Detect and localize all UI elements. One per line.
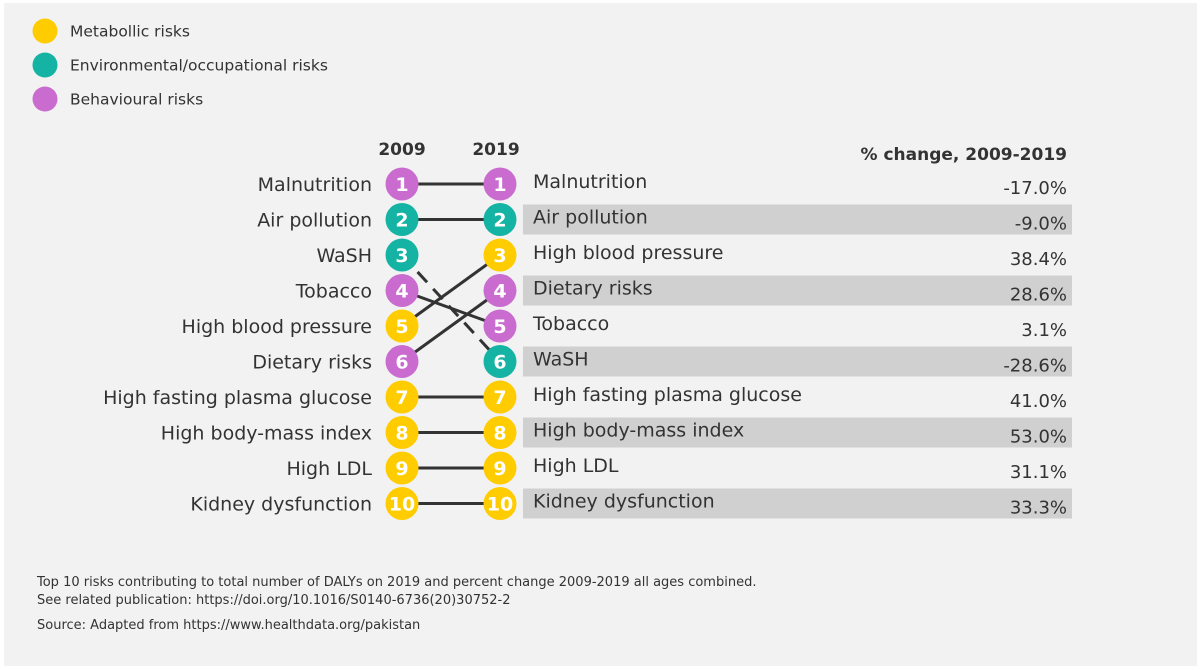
rank-badge-2019 xyxy=(483,487,517,520)
change-value: 38.4% xyxy=(1010,249,1067,270)
change-value: 33.3% xyxy=(1010,498,1067,519)
label-2009: Kidney dysfunction xyxy=(190,494,372,516)
rank-badge-2009 xyxy=(385,451,419,485)
rank-number-2019: 3 xyxy=(493,245,506,267)
label-2009: WaSH xyxy=(316,245,372,267)
rank-number-2019: 1 xyxy=(493,174,506,196)
rank-badge-2019 xyxy=(483,274,517,307)
rank-badge-2009 xyxy=(385,203,419,236)
rank-number-2009: 7 xyxy=(395,387,408,409)
change-value: -9.0% xyxy=(1015,214,1067,235)
legend-label-metabolic: Metabollic risks xyxy=(70,23,190,41)
chart-frame: Metabollic risks Environmental/occupation… xyxy=(4,3,1197,666)
label-2009: Tobacco xyxy=(295,281,372,303)
label-2009: High blood pressure xyxy=(182,316,372,338)
rank-number-2019: 6 xyxy=(493,352,506,374)
change-value: 53.0% xyxy=(1010,427,1067,448)
rank-connector-line xyxy=(400,253,502,363)
label-2019: Air pollution xyxy=(533,207,648,229)
row-background xyxy=(523,204,1072,235)
label-2009: Dietary risks xyxy=(252,352,372,374)
rank-number-2009: 1 xyxy=(395,174,408,196)
rank-number-2009: 5 xyxy=(395,316,408,338)
legend-label-environmental: Environmental/occupational risks xyxy=(70,57,328,75)
rank-number-2019: 10 xyxy=(487,494,513,516)
label-2009: Malnutrition xyxy=(258,174,372,196)
label-2019: High body-mass index xyxy=(533,420,744,442)
legend-label-behavioural: Behavioural risks xyxy=(70,91,203,109)
label-2019: WaSH xyxy=(533,349,589,371)
source-text: Source: Adapted from https://www.healthd… xyxy=(37,618,421,633)
legend-swatch-environmental xyxy=(32,52,58,78)
rank-connector-line xyxy=(401,289,501,363)
legend-swatch-behavioural xyxy=(32,86,58,112)
rank-badge-2009 xyxy=(385,309,419,343)
change-value: -17.0% xyxy=(1003,178,1067,199)
label-2009: High LDL xyxy=(286,458,372,480)
rank-number-2019: 5 xyxy=(493,316,506,338)
change-value: 31.1% xyxy=(1010,462,1067,483)
rank-badge-2009 xyxy=(385,487,419,520)
rank-badge-2019 xyxy=(483,203,517,236)
label-2019: High fasting plasma glucose xyxy=(533,384,802,406)
change-value: 3.1% xyxy=(1021,320,1067,341)
rank-badge-2019 xyxy=(483,167,517,201)
legend-swatch-metabolic xyxy=(32,18,58,44)
rank-badge-2019 xyxy=(483,416,517,449)
label-2019: High LDL xyxy=(533,455,619,477)
label-2019: Malnutrition xyxy=(533,171,647,193)
rank-number-2009: 3 xyxy=(395,245,408,267)
rank-number-2019: 7 xyxy=(493,387,506,409)
label-2009: High fasting plasma glucose xyxy=(103,387,372,409)
rank-number-2019: 4 xyxy=(493,281,506,303)
publication-text: See related publication: https://doi.org… xyxy=(37,593,511,608)
rank-number-2009: 2 xyxy=(395,210,408,232)
column-header-change: % change, 2009-2019 xyxy=(861,145,1067,165)
label-2009: High body-mass index xyxy=(161,423,372,445)
column-header-2019: 2019 xyxy=(472,140,519,160)
change-value: 41.0% xyxy=(1010,391,1067,412)
label-2019: Tobacco xyxy=(532,313,609,335)
rank-badge-2019 xyxy=(483,380,517,414)
row-background xyxy=(523,275,1072,306)
rank-number-2009: 9 xyxy=(395,458,408,480)
rank-badge-2019 xyxy=(483,345,517,378)
rank-number-2019: 9 xyxy=(493,458,506,480)
rank-number-2009: 10 xyxy=(389,494,415,516)
row-background xyxy=(523,488,1072,519)
rank-number-2009: 4 xyxy=(395,281,408,303)
rank-connector-line xyxy=(401,253,501,328)
caption-text: Top 10 risks contributing to total numbe… xyxy=(37,575,757,590)
label-2009: Air pollution xyxy=(257,210,372,232)
rank-badge-2019 xyxy=(483,309,517,343)
rank-number-2009: 8 xyxy=(395,423,408,445)
rank-badge-2009 xyxy=(385,380,419,414)
label-2019: Kidney dysfunction xyxy=(533,491,715,513)
rank-badge-2019 xyxy=(483,238,517,272)
rank-badge-2019 xyxy=(483,451,517,485)
change-value: 28.6% xyxy=(1010,285,1067,306)
label-2019: Dietary risks xyxy=(533,278,653,300)
rank-badge-2009 xyxy=(385,167,419,201)
column-header-2009: 2009 xyxy=(378,140,425,160)
rank-number-2019: 2 xyxy=(493,210,506,232)
label-2019: High blood pressure xyxy=(533,242,723,264)
change-value: -28.6% xyxy=(1003,356,1067,377)
rank-badge-2009 xyxy=(385,345,419,378)
rank-number-2019: 8 xyxy=(493,423,506,445)
rank-badge-2009 xyxy=(385,274,419,307)
rank-number-2009: 6 xyxy=(395,352,408,374)
row-background xyxy=(523,417,1072,448)
rank-badge-2009 xyxy=(385,238,419,272)
rank-slope-chart: Metabollic risks Environmental/occupation… xyxy=(32,18,1072,520)
row-background xyxy=(523,346,1072,377)
rank-badge-2009 xyxy=(385,416,419,449)
